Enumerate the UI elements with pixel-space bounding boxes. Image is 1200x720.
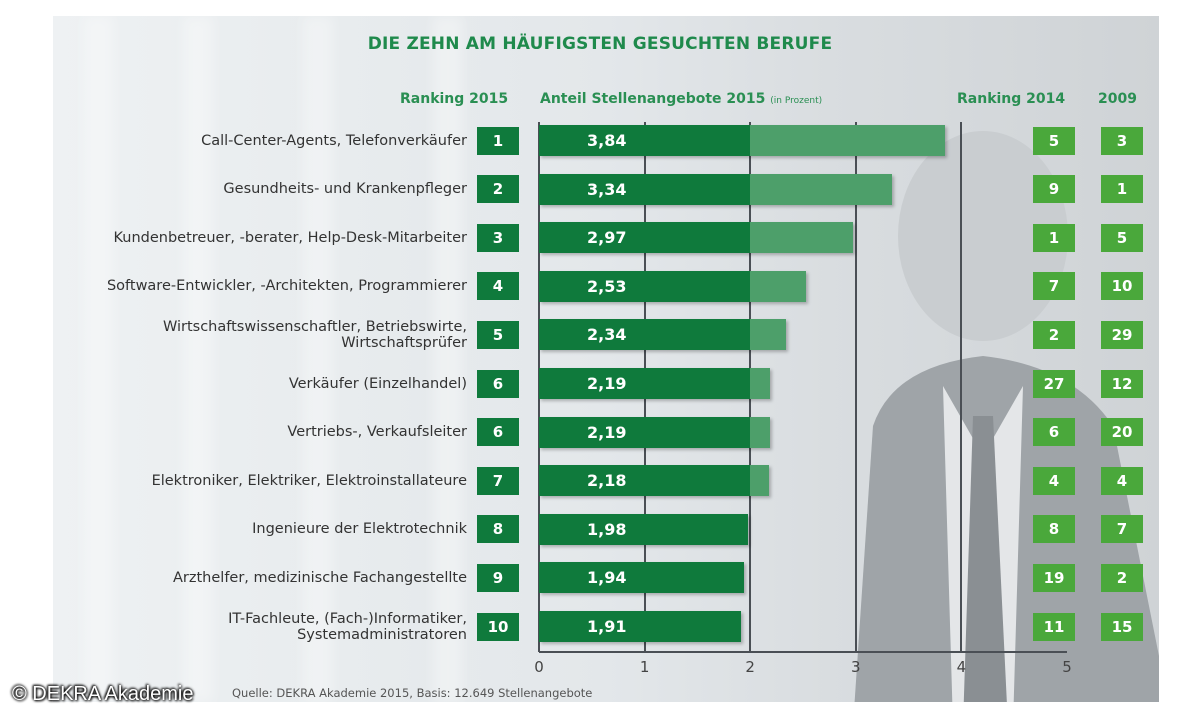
- category-label-line: Ingenieure der Elektrotechnik: [252, 521, 467, 538]
- bar-value-label: 3,34: [587, 179, 627, 199]
- category-label-line: Verkäufer (Einzelhandel): [288, 375, 467, 392]
- category-label: Gesundheits- und Krankenpfleger: [223, 181, 467, 197]
- rank-2009-badge: 15: [1101, 612, 1143, 641]
- rank-2009-badge: 3: [1101, 126, 1143, 155]
- x-tick-label: 1: [639, 658, 650, 676]
- bar-8[interactable]: [539, 465, 770, 497]
- rank-2014-badge: 19: [1033, 563, 1075, 592]
- rank-2009-badge: 5: [1101, 223, 1143, 252]
- background-photo: [53, 16, 1159, 702]
- bar-7[interactable]: [539, 416, 771, 448]
- bar-9[interactable]: [539, 513, 749, 545]
- category-label: Software-Entwickler, -Architekten, Progr…: [107, 278, 467, 294]
- category-label-line: Systemadministratoren: [297, 626, 467, 643]
- rank-2014-badge: 9: [1033, 175, 1075, 204]
- rank-2014-badge: 6: [1033, 418, 1075, 447]
- rank-2014-badge: 2: [1033, 320, 1075, 349]
- category-label-line: Software-Entwickler, -Architekten, Progr…: [106, 278, 467, 295]
- rank-2009-badge: 29: [1101, 320, 1143, 349]
- rank-2015-badge: 9: [477, 563, 519, 592]
- category-label: Elektroniker, Elektriker, Elektroinstall…: [152, 473, 467, 489]
- category-label-line: Wirtschaftswissenschaftler, Betriebswirt…: [162, 318, 467, 335]
- rank-2009-badge: 2: [1101, 563, 1143, 592]
- category-label: Ingenieure der Elektrotechnik: [252, 521, 467, 537]
- rank-2015-badge: 10: [477, 612, 519, 641]
- copyright-notice: © DEKRA Akademie: [12, 683, 194, 705]
- column-header-ranking-2015: Ranking 2015: [400, 91, 509, 107]
- category-label-line: Vertriebs-, Verkaufsleiter: [287, 424, 467, 441]
- bar-5[interactable]: [539, 319, 787, 351]
- category-label-line: Gesundheits- und Krankenpfleger: [223, 181, 467, 198]
- bar-4[interactable]: [539, 270, 807, 302]
- bar-value-label: 1,98: [587, 519, 627, 539]
- rank-2015-badge: 3: [477, 223, 519, 252]
- category-label-line: IT-Fachleute, (Fach-)Informatiker,: [228, 610, 467, 627]
- x-tick-label: 0: [534, 658, 544, 676]
- rank-2015-badge: 6: [477, 369, 519, 398]
- x-tick-label: 4: [956, 658, 967, 676]
- rank-2015-badge: 6: [477, 418, 519, 447]
- source-note: Quelle: DEKRA Akademie 2015, Basis: 12.6…: [232, 686, 593, 700]
- rank-2009-badge: 4: [1101, 466, 1143, 495]
- category-label-line: Wirtschaftsprüfer: [341, 334, 467, 351]
- bar-value-label: 2,19: [587, 374, 627, 393]
- rank-2009-badge: 20: [1101, 418, 1143, 447]
- category-label-line: Elektroniker, Elektriker, Elektroinstall…: [151, 472, 467, 489]
- rank-2015-badge: 7: [477, 466, 519, 495]
- bar-value-label: 1,91: [587, 617, 627, 636]
- rank-2009-badge: 1: [1101, 175, 1143, 204]
- x-axis-line: [539, 651, 1067, 653]
- category-label: Arzthelfer, medizinische Fachangestellte: [173, 570, 467, 586]
- category-label-line: Call-Center-Agents, Telefonverkäufer: [201, 132, 467, 149]
- chart-title: DIE ZEHN AM HÄUFIGSTEN GESUCHTEN BERUFE: [367, 34, 833, 54]
- rank-2015-badge: 5: [477, 320, 519, 349]
- category-label-line: Kundenbetreuer, -berater, Help-Desk-Mita…: [113, 229, 468, 246]
- category-label: Call-Center-Agents, Telefonverkäufer: [201, 133, 467, 149]
- bar-value-label: 2,97: [587, 228, 627, 248]
- bar-value-label: 2,18: [587, 471, 627, 491]
- bar-6[interactable]: [539, 368, 771, 399]
- rank-2015-badge: 1: [477, 126, 519, 155]
- category-label: Verkäufer (Einzelhandel): [289, 376, 467, 392]
- rank-2014-badge: 1: [1033, 223, 1075, 252]
- x-tick-label: 3: [851, 658, 861, 676]
- bar-3[interactable]: [539, 222, 853, 254]
- share-header-unit: (in Prozent): [770, 96, 823, 106]
- x-tick-label: 5: [1062, 658, 1072, 676]
- person-silhouette: [854, 131, 1159, 702]
- rank-2014-badge: 27: [1033, 369, 1075, 398]
- bar-value-label: 2,34: [587, 325, 627, 345]
- category-label-line: Arzthelfer, medizinische Fachangestellte: [173, 569, 467, 586]
- category-label: Wirtschaftswissenschaftler, Betriebswirt…: [163, 319, 467, 351]
- rank-2009-badge: 7: [1101, 515, 1143, 544]
- rank-2015-badge: 8: [477, 515, 519, 544]
- rank-2015-badge: 4: [477, 272, 519, 301]
- bar-11[interactable]: [539, 611, 741, 642]
- bar-value-label: 3,84: [587, 131, 627, 150]
- rank-2009-badge: 10: [1101, 272, 1143, 301]
- gridline-4: [960, 122, 963, 652]
- share-header-text: Anteil Stellenangebote 2015: [540, 91, 766, 107]
- rank-2014-badge: 5: [1033, 126, 1075, 155]
- bar-2[interactable]: [539, 173, 892, 205]
- column-header-ranking-2014: Ranking 2014: [957, 91, 1066, 107]
- category-label: Vertriebs-, Verkaufsleiter: [287, 424, 467, 440]
- bar-value-label: 1,94: [587, 568, 627, 588]
- column-header-share: Anteil Stellenangebote 2015 (in Prozent): [540, 91, 822, 107]
- rank-2014-badge: 4: [1033, 466, 1075, 495]
- rank-2009-badge: 12: [1101, 369, 1143, 398]
- bar-1[interactable]: [539, 125, 945, 156]
- rank-2015-badge: 2: [477, 175, 519, 204]
- column-header-2009: 2009: [1098, 91, 1137, 107]
- category-label: Kundenbetreuer, -berater, Help-Desk-Mita…: [114, 230, 468, 246]
- gridline-3: [854, 122, 857, 652]
- bar-10[interactable]: [539, 562, 744, 594]
- rank-2014-badge: 11: [1033, 612, 1075, 641]
- rank-2014-badge: 8: [1033, 515, 1075, 544]
- rank-2014-badge: 7: [1033, 272, 1075, 301]
- bar-value-label: 2,53: [587, 276, 627, 296]
- bar-value-label: 2,19: [587, 422, 627, 442]
- x-tick-label: 2: [745, 658, 755, 676]
- category-label: IT-Fachleute, (Fach-)Informatiker, System…: [228, 611, 467, 643]
